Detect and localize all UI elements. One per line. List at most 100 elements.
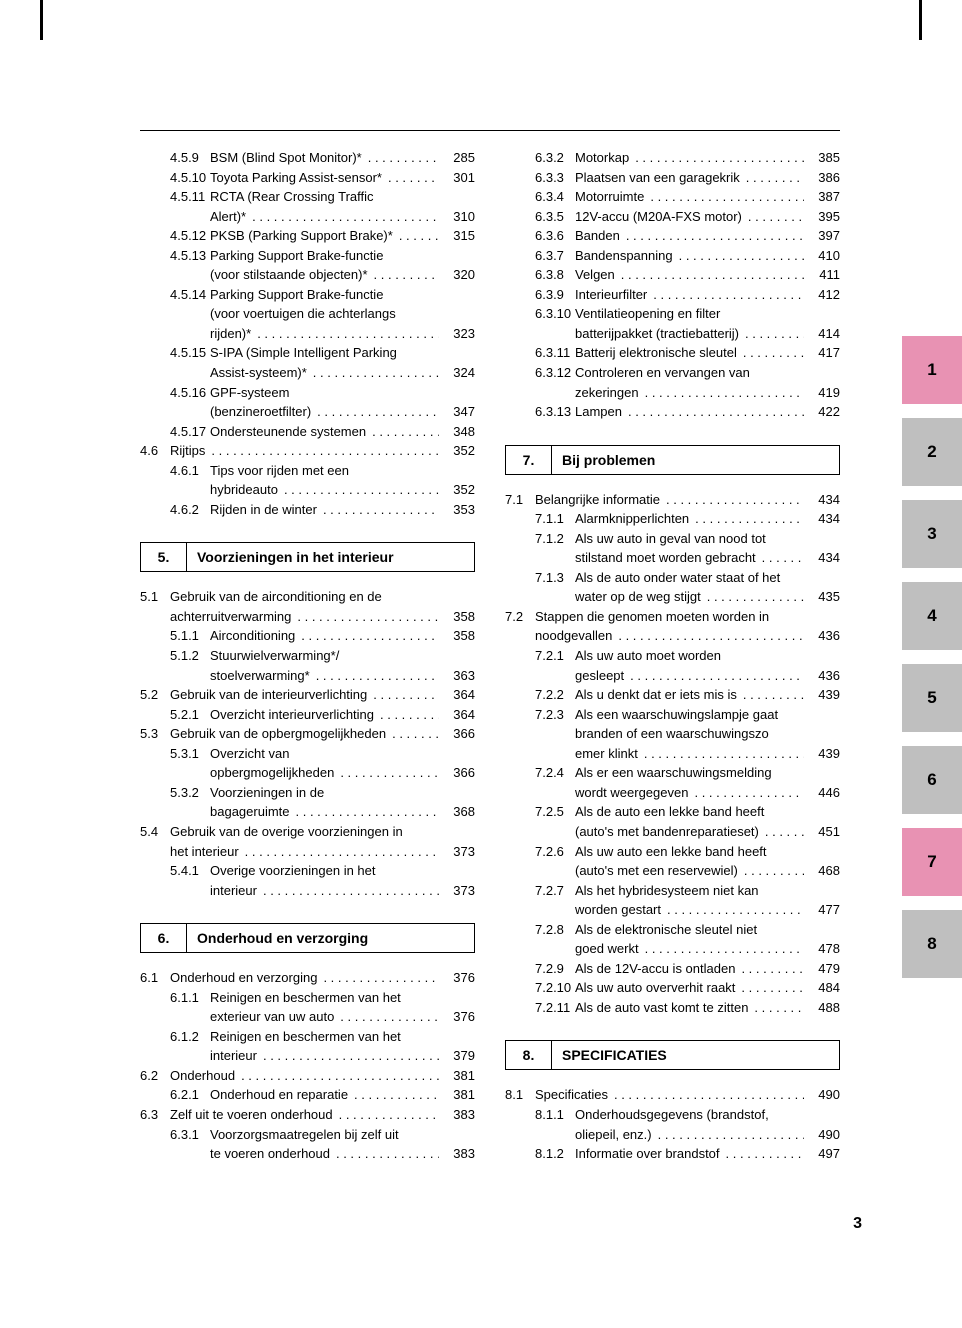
toc-page: 410 [804,247,840,265]
toc-text: Ondersteunende systemen [210,423,439,441]
toc-text: Gebruik van de opbergmogelijkheden [170,725,439,743]
toc-number: 4.5.16 [140,384,210,402]
toc-entry: 6.3.512V-accu (M20A-FXS motor)395 [505,208,840,226]
toc-number: 5.3 [140,725,170,743]
toc-text: Motorkap [575,149,804,167]
toc-page: 490 [804,1126,840,1144]
toc-entry: 6.3.7Bandenspanning410 [505,247,840,265]
toc-number: 8.1 [505,1086,535,1104]
toc-number: 7.1.2 [505,530,575,548]
section-title: Bij problemen [552,446,839,474]
toc-page: 347 [439,403,475,421]
section-tab-7[interactable]: 7 [902,828,962,896]
toc-text: Rijden in de winter [210,501,439,519]
section-tab-3[interactable]: 3 [902,500,962,568]
toc-entry: 8.1.1Onderhoudsgegevens (brandstof, [505,1106,840,1124]
toc-entry-cont: interieur373 [140,882,475,900]
toc-number: 6.3.3 [505,169,575,187]
toc-text: Reinigen en beschermen van het [210,1028,475,1046]
toc-text: bagageruimte [210,803,439,821]
toc-text: Gebruik van de overige voorzieningen in [170,823,475,841]
toc-text: GPF-systeem [210,384,475,402]
toc-text: RCTA (Rear Crossing Traffic [210,188,475,206]
toc-text: Bandenspanning [575,247,804,265]
toc-number: 6.2 [140,1067,170,1085]
toc-text: Ventilatieopening en filter [575,305,840,323]
toc-text: noodgevallen [535,627,804,645]
toc-number: 4.6.1 [140,462,210,480]
toc-number: 5.1.2 [140,647,210,665]
toc-page: 376 [439,1008,475,1026]
toc-page: 439 [804,686,840,704]
toc-entry-cont: Alert)*310 [140,208,475,226]
section-tab-2[interactable]: 2 [902,418,962,486]
toc-entry-cont: branden of een waarschuwingszo [505,725,840,743]
toc-page: 478 [804,940,840,958]
toc-text: Onderhoud en verzorging [170,969,439,987]
toc-page: 490 [804,1086,840,1104]
section-tabs: 1 2 3 4 5 6 7 8 [902,336,962,992]
toc-entry: 6.3Zelf uit te voeren onderhoud383 [140,1106,475,1124]
crop-mark [919,0,922,40]
toc-number: 4.5.14 [140,286,210,304]
toc-entry: 6.3.12Controleren en vervangen van [505,364,840,382]
toc-number: 4.5.11 [140,188,210,206]
section-tab-1[interactable]: 1 [902,336,962,404]
section-number: 5. [141,543,187,571]
toc-number: 7.1.3 [505,569,575,587]
toc-number: 7.2 [505,608,535,626]
toc-text: PKSB (Parking Support Brake)* [210,227,439,245]
toc-entry: 4.5.16GPF-systeem [140,384,475,402]
toc-text: Als de 12V-accu is ontladen [575,960,804,978]
toc-text: Alarmknipperlichten [575,510,804,528]
page-content: 4.5.9BSM (Blind Spot Monitor)*2854.5.10T… [140,130,840,1165]
toc-number: 6.3.10 [505,305,575,323]
toc-entry-cont: interieur379 [140,1047,475,1065]
toc-number: 6.3.12 [505,364,575,382]
toc-number: 5.4 [140,823,170,841]
toc-page: 352 [439,442,475,460]
toc-entry: 7.2.10Als uw auto oververhit raakt484 [505,979,840,997]
toc-entry: 5.1Gebruik van de airconditioning en de [140,588,475,606]
toc-page: 310 [439,208,475,226]
section-header: 7.Bij problemen [505,445,840,475]
section-tab-4[interactable]: 4 [902,582,962,650]
toc-text: Stappen die genomen moeten worden in [535,608,840,626]
toc-text: exterieur van uw auto [210,1008,439,1026]
toc-number: 6.3.9 [505,286,575,304]
toc-number: 5.2.1 [140,706,210,724]
toc-number: 7.2.1 [505,647,575,665]
section-tab-6[interactable]: 6 [902,746,962,814]
toc-page: 348 [439,423,475,441]
toc-number: 7.2.2 [505,686,575,704]
toc-number: 6.1.1 [140,989,210,1007]
toc-entry-cont: emer klinkt439 [505,745,840,763]
section-title: Onderhoud en verzorging [187,924,474,952]
toc-entry-cont: oliepeil, enz.)490 [505,1126,840,1144]
section-header: 5.Voorzieningen in het interieur [140,542,475,572]
toc-entry: 8.1.2Informatie over brandstof497 [505,1145,840,1163]
toc-entry: 4.5.14Parking Support Brake-functie [140,286,475,304]
toc-number: 6.3.13 [505,403,575,421]
toc-page: 364 [439,686,475,704]
toc-text: Als de elektronische sleutel niet [575,921,840,939]
section-tab-5[interactable]: 5 [902,664,962,732]
toc-page: 324 [439,364,475,382]
toc-page: 414 [804,325,840,343]
toc-text: Gebruik van de interieurverlichting [170,686,439,704]
toc-page: 386 [804,169,840,187]
toc-number: 7.2.6 [505,843,575,861]
toc-text: S-IPA (Simple Intelligent Parking [210,344,475,362]
toc-text: Als uw auto moet worden [575,647,840,665]
toc-text: Onderhoud [170,1067,439,1085]
toc-number: 6.2.1 [140,1086,210,1104]
section-tab-8[interactable]: 8 [902,910,962,978]
toc-text: Alert)* [210,208,439,226]
toc-text: interieur [210,1047,439,1065]
toc-number: 4.5.10 [140,169,210,187]
toc-page: 484 [804,979,840,997]
toc-entry: 7.2.2Als u denkt dat er iets mis is439 [505,686,840,704]
toc-text: (auto's met een reservewiel) [575,862,804,880]
toc-entry: 7.2.8Als de elektronische sleutel niet [505,921,840,939]
toc-entry-cont: opbergmogelijkheden366 [140,764,475,782]
